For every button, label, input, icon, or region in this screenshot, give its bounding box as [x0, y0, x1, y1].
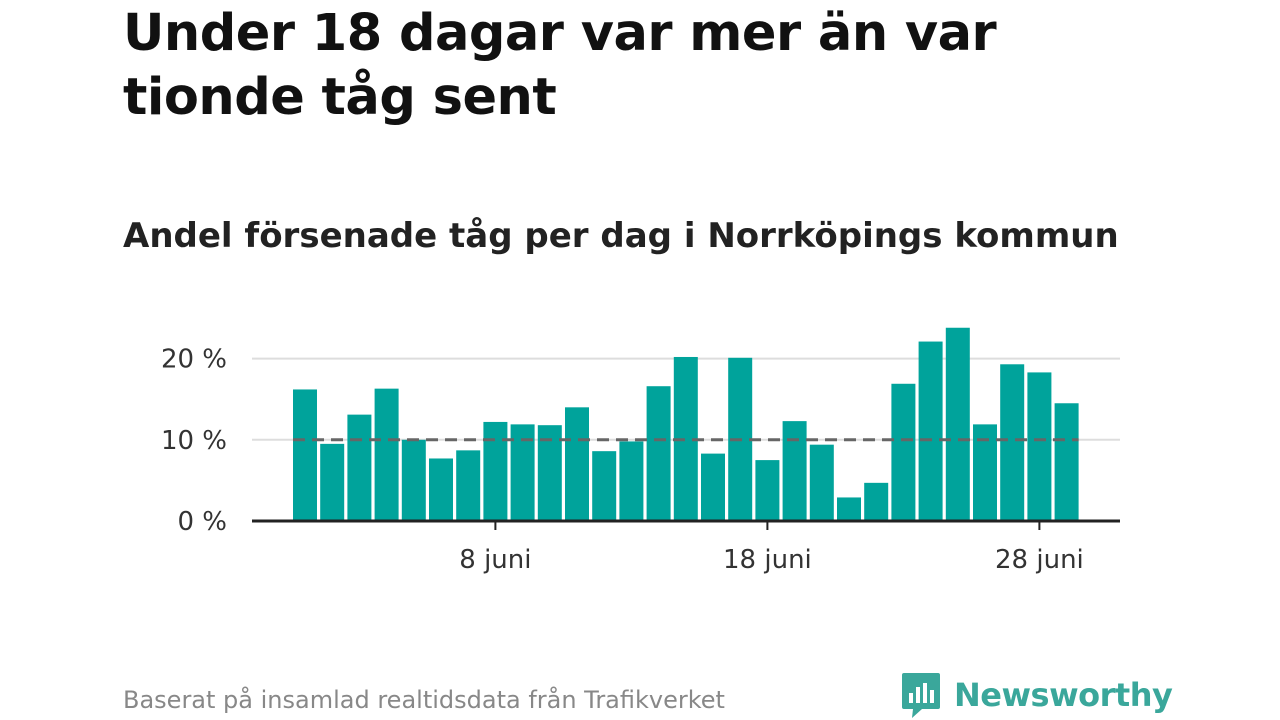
bar	[1000, 364, 1025, 521]
y-tick-label: 10 %	[161, 426, 227, 456]
bar	[619, 441, 644, 521]
x-tick-label: 8 juni	[459, 545, 531, 575]
bar	[293, 389, 317, 521]
bars	[293, 327, 1079, 521]
x-tick-label: 28 juni	[995, 545, 1084, 575]
bar	[592, 451, 617, 521]
bar	[320, 443, 345, 521]
bar	[809, 444, 834, 521]
bar	[755, 460, 780, 521]
brand-logo: Newsworthy	[900, 670, 1173, 720]
bar	[782, 421, 807, 521]
bar	[701, 453, 725, 521]
bar	[483, 421, 508, 521]
bar	[891, 383, 916, 521]
bar	[864, 482, 889, 521]
chart-title: Under 18 dagar var mer än var tionde tåg…	[123, 4, 997, 127]
bar	[1027, 372, 1052, 521]
brand-name: Newsworthy	[954, 676, 1173, 714]
axes: 0 % 10 % 20 % 8 juni 18 juni 28 juni	[161, 345, 1120, 575]
bar	[1054, 403, 1079, 521]
bar	[945, 327, 970, 521]
bar	[429, 458, 453, 521]
chart-subtitle: Andel försenade tåg per dag i Norrköping…	[123, 216, 1119, 256]
y-tick-label: 20 %	[161, 345, 227, 375]
source-note: Baserat på insamlad realtidsdata från Tr…	[123, 686, 725, 714]
bar-chart: 0 % 10 % 20 % 8 juni 18 juni 28 juni	[161, 327, 1120, 575]
bar	[918, 341, 943, 521]
bar	[401, 439, 426, 521]
bar	[510, 424, 535, 521]
bar	[646, 386, 671, 521]
bar	[565, 407, 589, 521]
bar	[374, 388, 399, 521]
newsworthy-logo-icon	[902, 673, 940, 718]
y-tick-label: 0 %	[177, 507, 227, 537]
bar	[456, 450, 481, 521]
x-tick-label: 18 juni	[723, 545, 812, 575]
bar	[347, 414, 372, 521]
bar	[837, 497, 861, 521]
